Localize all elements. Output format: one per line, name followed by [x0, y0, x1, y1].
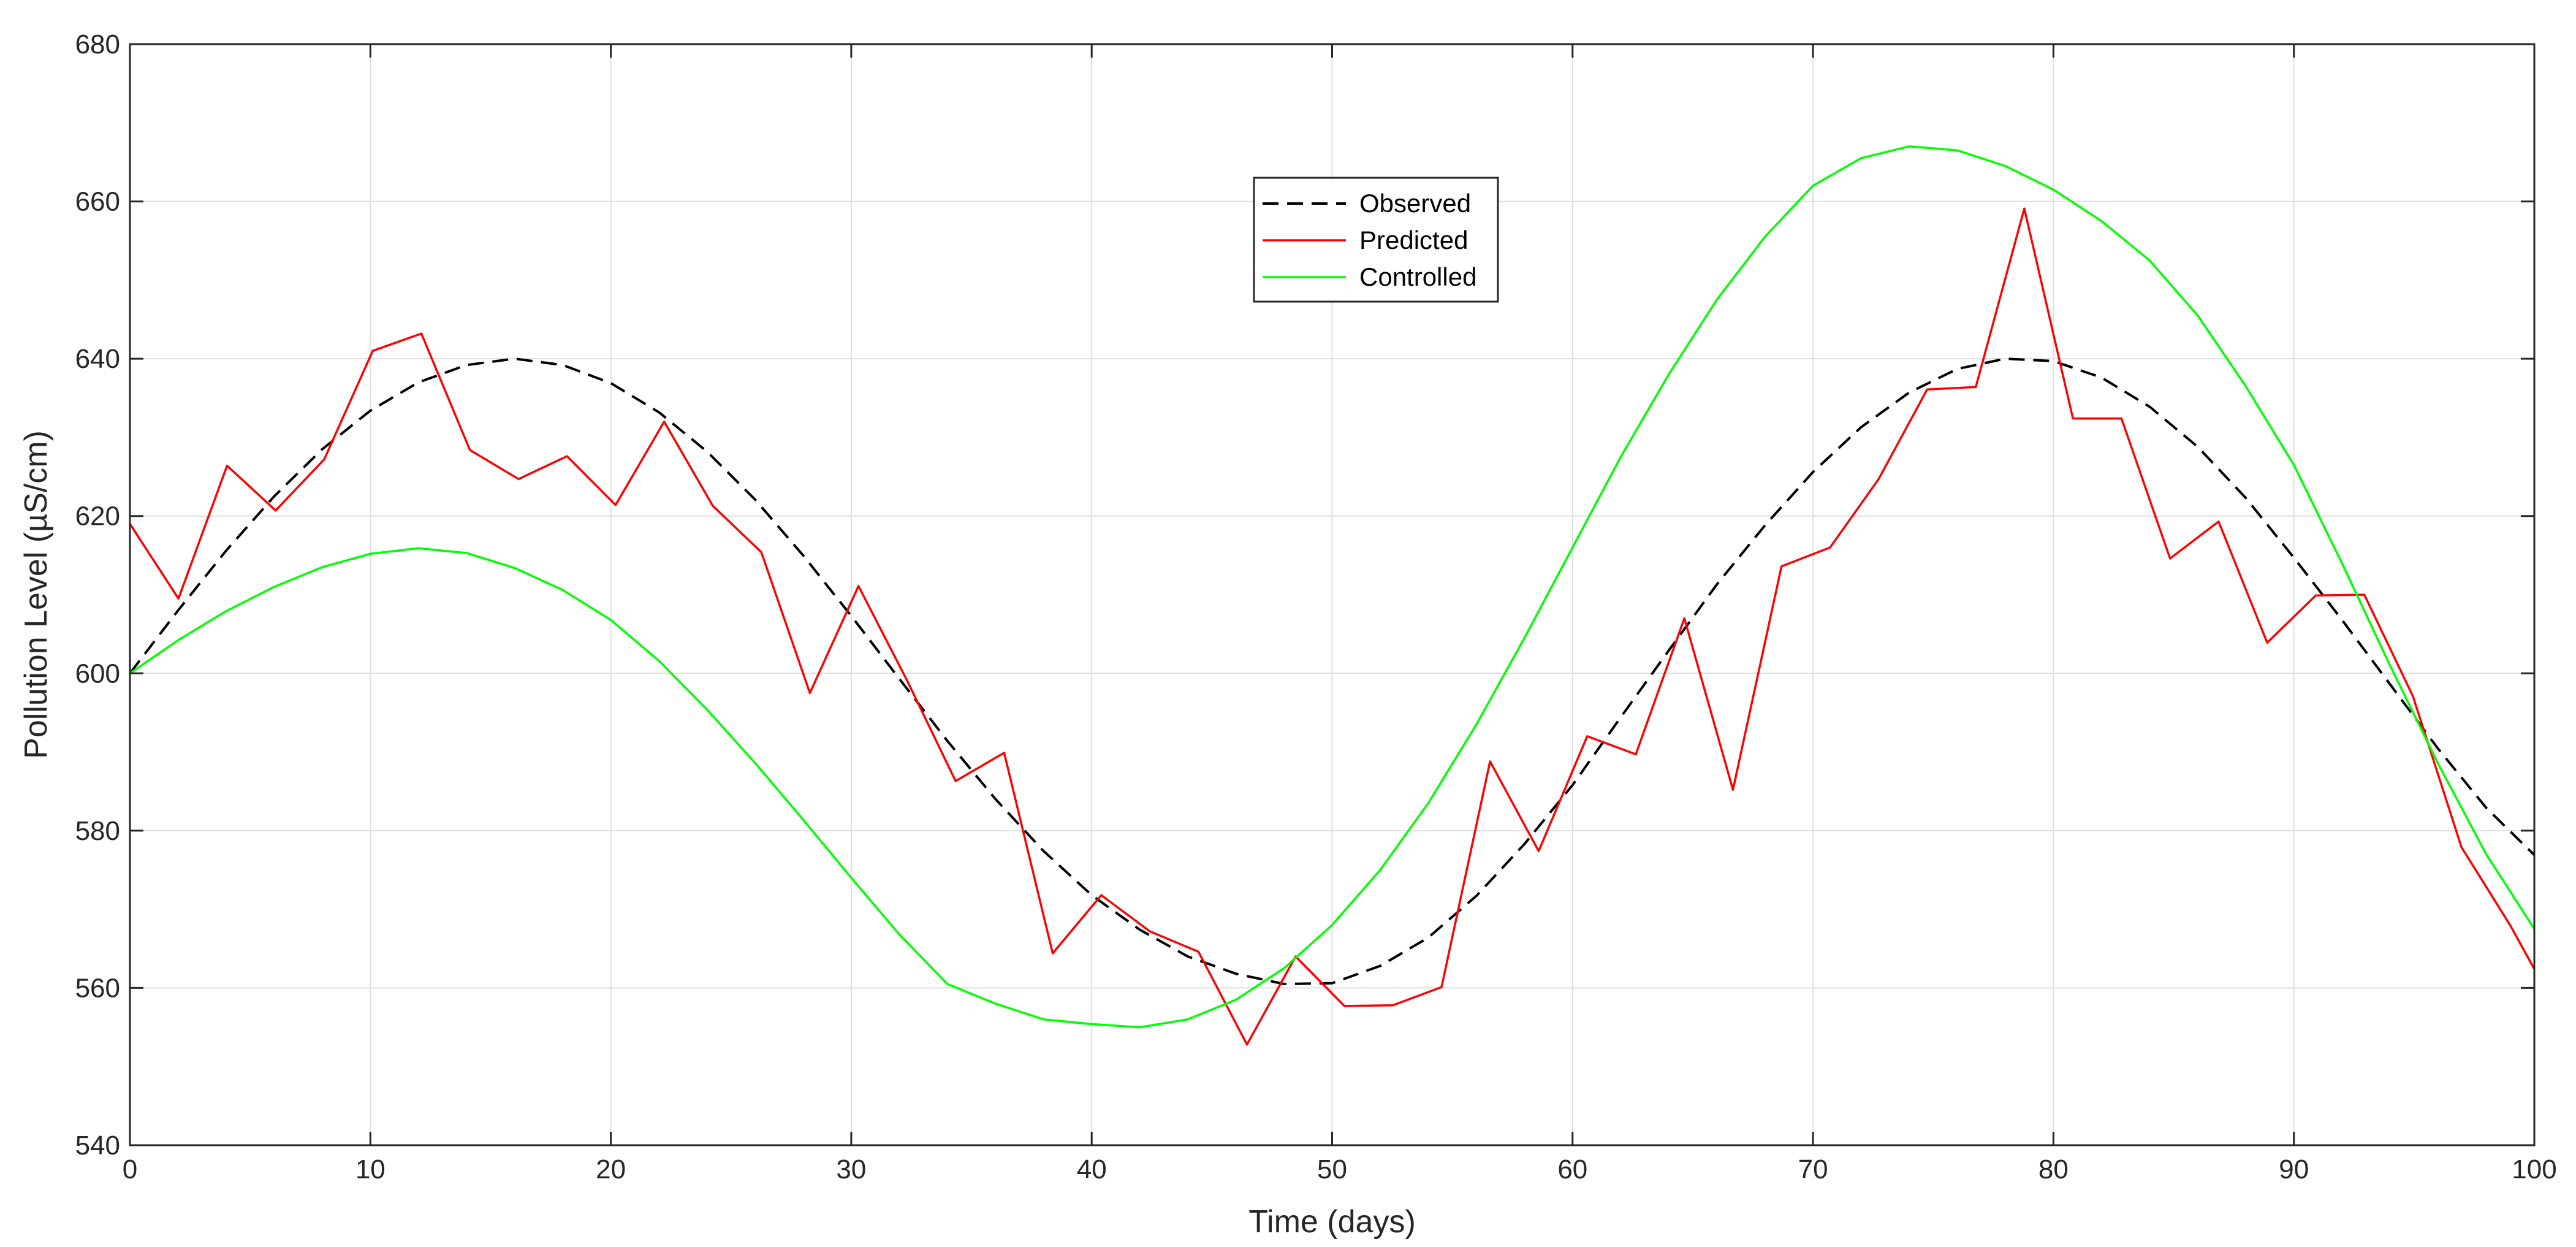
y-tick-label: 600: [75, 658, 120, 688]
series-layer: [129, 145, 2536, 1046]
x-tick-label: 20: [596, 1154, 626, 1184]
series-line-predicted: [129, 207, 2536, 1046]
y-axis-label: Pollution Level (µS/cm): [18, 430, 54, 759]
tick-layer: 0 10 20 30 40 50 60 70 80 90 100 540 560 580 600 620 640…: [75, 29, 2557, 1184]
y-tick-label: 580: [75, 816, 120, 846]
legend: Observed Predicted Controlled: [1253, 177, 1499, 303]
y-tick-label: 660: [75, 187, 120, 217]
y-tick-label: 680: [75, 29, 120, 59]
x-tick-label: 0: [123, 1154, 137, 1184]
legend-label-observed: Observed: [1359, 189, 1471, 218]
y-tick-label: 560: [75, 973, 120, 1003]
x-axis-label: Time (days): [1248, 1204, 1416, 1240]
y-tick-label: 620: [75, 501, 120, 532]
x-tick-label: 50: [1317, 1154, 1347, 1184]
legend-label-predicted: Predicted: [1359, 226, 1468, 254]
y-tick-label: 540: [75, 1131, 120, 1161]
x-tick-label: 70: [1798, 1154, 1828, 1184]
series-line-observed: [129, 357, 2536, 985]
x-tick-label: 100: [2512, 1154, 2556, 1184]
x-tick-label: 30: [836, 1154, 866, 1184]
x-tick-label: 80: [2038, 1154, 2069, 1184]
x-tick-label: 60: [1557, 1154, 1587, 1184]
x-tick-label: 10: [355, 1154, 386, 1184]
series-line-controlled: [129, 145, 2536, 1029]
x-tick-label: 40: [1077, 1154, 1107, 1184]
legend-label-controlled: Controlled: [1359, 262, 1476, 291]
x-tick-label: 90: [2279, 1154, 2309, 1184]
y-tick-label: 640: [75, 344, 120, 374]
